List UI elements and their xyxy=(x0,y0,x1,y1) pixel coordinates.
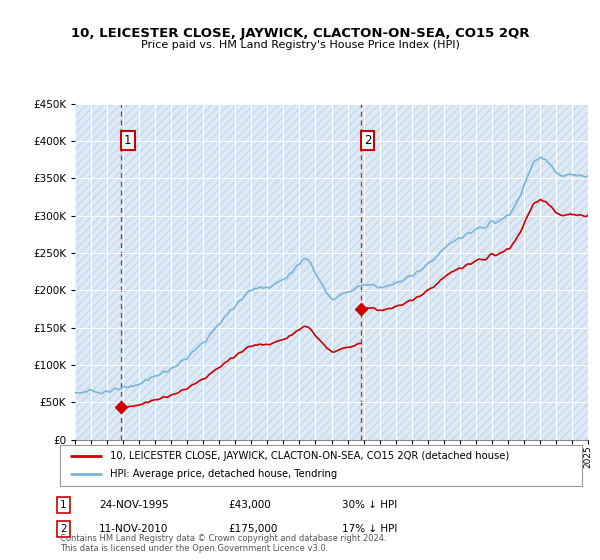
FancyBboxPatch shape xyxy=(60,445,582,486)
Text: 30% ↓ HPI: 30% ↓ HPI xyxy=(342,500,397,510)
Text: 10, LEICESTER CLOSE, JAYWICK, CLACTON-ON-SEA, CO15 2QR (detached house): 10, LEICESTER CLOSE, JAYWICK, CLACTON-ON… xyxy=(110,451,509,461)
Text: 1: 1 xyxy=(60,500,67,510)
Text: Contains HM Land Registry data © Crown copyright and database right 2024.
This d: Contains HM Land Registry data © Crown c… xyxy=(60,534,386,553)
Text: 10, LEICESTER CLOSE, JAYWICK, CLACTON-ON-SEA, CO15 2QR: 10, LEICESTER CLOSE, JAYWICK, CLACTON-ON… xyxy=(71,27,529,40)
Text: 17% ↓ HPI: 17% ↓ HPI xyxy=(342,524,397,534)
Text: 2: 2 xyxy=(364,134,371,147)
Text: 2: 2 xyxy=(60,524,67,534)
Text: 24-NOV-1995: 24-NOV-1995 xyxy=(99,500,169,510)
Text: 11-NOV-2010: 11-NOV-2010 xyxy=(99,524,169,534)
Text: Price paid vs. HM Land Registry's House Price Index (HPI): Price paid vs. HM Land Registry's House … xyxy=(140,40,460,50)
Text: 1: 1 xyxy=(124,134,131,147)
Text: HPI: Average price, detached house, Tendring: HPI: Average price, detached house, Tend… xyxy=(110,469,337,479)
Text: £43,000: £43,000 xyxy=(228,500,271,510)
Text: £175,000: £175,000 xyxy=(228,524,277,534)
